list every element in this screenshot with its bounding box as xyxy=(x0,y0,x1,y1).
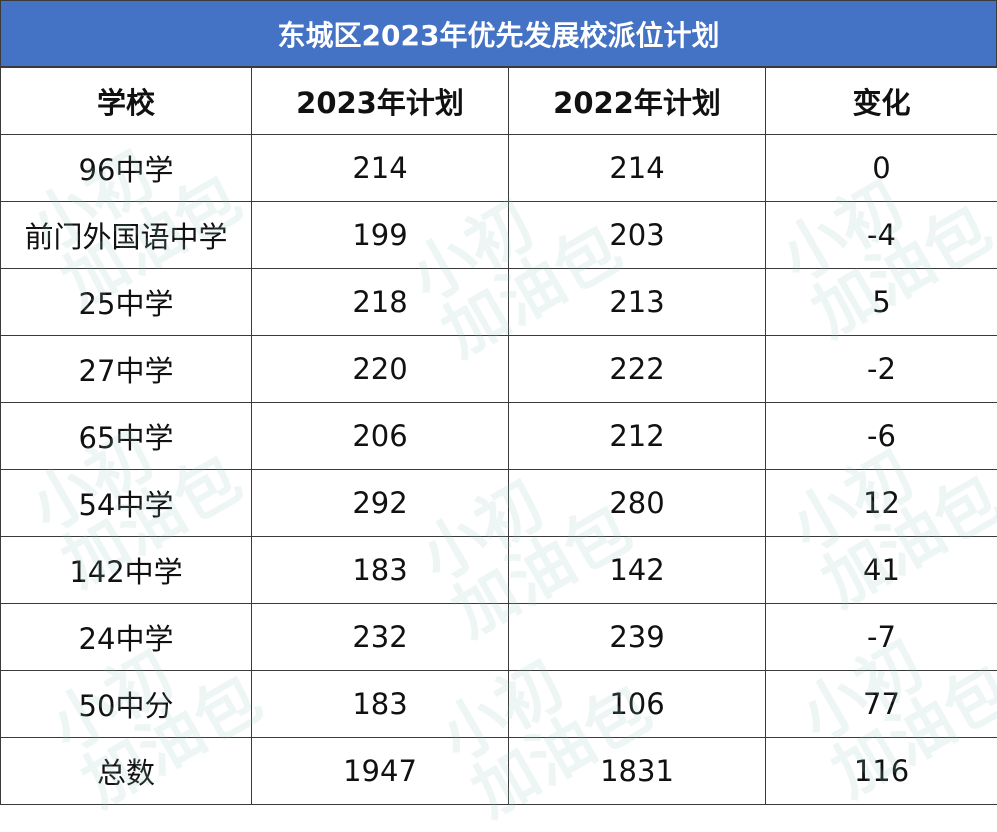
cell-plan-2022: 214 xyxy=(509,135,766,202)
cell-plan-2022: 213 xyxy=(509,269,766,336)
allocation-table: 学校 2023年计划 2022年计划 变化 96中学 214 214 0 前门外… xyxy=(0,67,997,805)
cell-plan-2022: 142 xyxy=(509,537,766,604)
cell-change: 116 xyxy=(766,738,997,805)
cell-plan-2023: 199 xyxy=(252,202,509,269)
table-row: 96中学 214 214 0 xyxy=(1,135,997,202)
cell-change: -2 xyxy=(766,336,997,403)
cell-school: 27中学 xyxy=(1,336,252,403)
cell-school: 142中学 xyxy=(1,537,252,604)
cell-plan-2023: 1947 xyxy=(252,738,509,805)
cell-plan-2022: 239 xyxy=(509,604,766,671)
cell-school: 前门外国语中学 xyxy=(1,202,252,269)
cell-plan-2023: 292 xyxy=(252,470,509,537)
table-row: 65中学 206 212 -6 xyxy=(1,403,997,470)
col-header-plan-2023: 2023年计划 xyxy=(252,68,509,135)
cell-school: 24中学 xyxy=(1,604,252,671)
header-row: 学校 2023年计划 2022年计划 变化 xyxy=(1,68,997,135)
col-header-school: 学校 xyxy=(1,68,252,135)
cell-change: -7 xyxy=(766,604,997,671)
cell-plan-2023: 214 xyxy=(252,135,509,202)
cell-school: 96中学 xyxy=(1,135,252,202)
cell-change: 0 xyxy=(766,135,997,202)
cell-school: 65中学 xyxy=(1,403,252,470)
cell-plan-2022: 212 xyxy=(509,403,766,470)
table-row: 50中分 183 106 77 xyxy=(1,671,997,738)
total-row: 总数 1947 1831 116 xyxy=(1,738,997,805)
table-row: 27中学 220 222 -2 xyxy=(1,336,997,403)
table-title: 东城区2023年优先发展校派位计划 xyxy=(0,0,997,67)
cell-school: 50中分 xyxy=(1,671,252,738)
cell-change: 12 xyxy=(766,470,997,537)
cell-school: 25中学 xyxy=(1,269,252,336)
table-row: 前门外国语中学 199 203 -4 xyxy=(1,202,997,269)
cell-school: 总数 xyxy=(1,738,252,805)
cell-plan-2023: 232 xyxy=(252,604,509,671)
cell-change: -4 xyxy=(766,202,997,269)
cell-school: 54中学 xyxy=(1,470,252,537)
cell-plan-2023: 206 xyxy=(252,403,509,470)
cell-plan-2023: 218 xyxy=(252,269,509,336)
cell-change: -6 xyxy=(766,403,997,470)
cell-plan-2022: 222 xyxy=(509,336,766,403)
cell-plan-2023: 183 xyxy=(252,537,509,604)
col-header-plan-2022: 2022年计划 xyxy=(509,68,766,135)
cell-plan-2023: 220 xyxy=(252,336,509,403)
table-row: 25中学 218 213 5 xyxy=(1,269,997,336)
cell-change: 41 xyxy=(766,537,997,604)
col-header-change: 变化 xyxy=(766,68,997,135)
cell-plan-2022: 203 xyxy=(509,202,766,269)
cell-plan-2022: 1831 xyxy=(509,738,766,805)
plan-sheet: 东城区2023年优先发展校派位计划 学校 2023年计划 2022年计划 变化 … xyxy=(0,0,997,805)
cell-plan-2023: 183 xyxy=(252,671,509,738)
cell-plan-2022: 106 xyxy=(509,671,766,738)
cell-plan-2022: 280 xyxy=(509,470,766,537)
table-row: 142中学 183 142 41 xyxy=(1,537,997,604)
table-row: 24中学 232 239 -7 xyxy=(1,604,997,671)
cell-change: 77 xyxy=(766,671,997,738)
table-row: 54中学 292 280 12 xyxy=(1,470,997,537)
cell-change: 5 xyxy=(766,269,997,336)
